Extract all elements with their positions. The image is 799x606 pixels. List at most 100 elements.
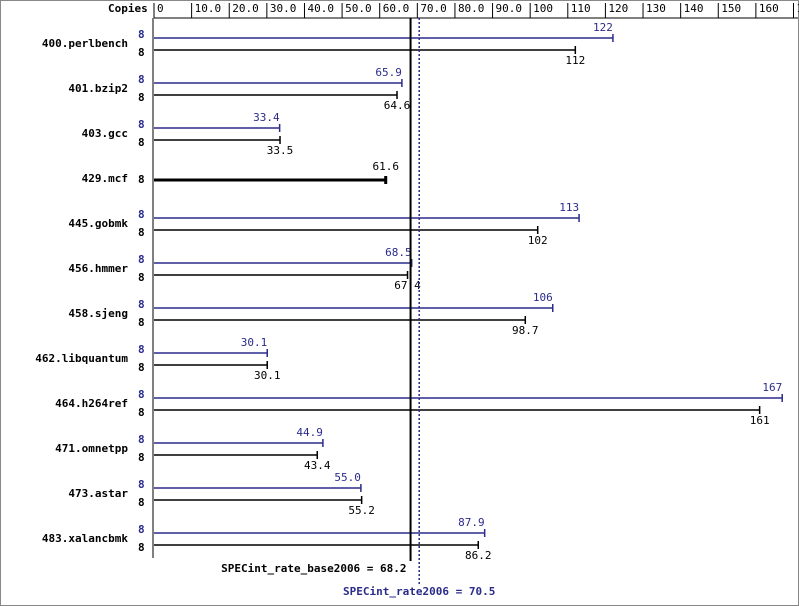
value-label: 112 — [565, 54, 585, 67]
bar — [154, 34, 614, 42]
copies: 8 — [138, 388, 145, 401]
bar — [154, 46, 577, 54]
category-label: 464.h264ref — [55, 397, 128, 410]
value-label: 98.7 — [512, 324, 539, 337]
category-label: 473.astar — [68, 487, 128, 500]
value-label: 67.4 — [394, 279, 421, 292]
x-tick-label: 40.0 — [307, 2, 334, 15]
x-tick-label: 140 — [684, 2, 704, 15]
x-tick-label: 50.0 — [345, 2, 372, 15]
copies: 8 — [138, 271, 145, 284]
copies: 8 — [138, 433, 145, 446]
bar — [154, 124, 281, 132]
value-label: 30.1 — [254, 369, 281, 382]
bar — [154, 406, 761, 414]
value-label: 33.5 — [267, 144, 294, 157]
bar — [154, 496, 363, 504]
value-label: 55.0 — [334, 471, 361, 484]
copies: 8 — [138, 226, 145, 239]
value-label: 167 — [762, 381, 782, 394]
copies: 8 — [138, 478, 145, 491]
x-tick-label: 110 — [571, 2, 591, 15]
x-tick-label: 30.0 — [270, 2, 297, 15]
category-label: 429.mcf — [82, 172, 128, 185]
bar — [154, 271, 409, 279]
copies: 8 — [138, 136, 145, 149]
value-label: 86.2 — [465, 549, 492, 562]
copies: 8 — [138, 541, 145, 554]
copies: 8 — [138, 406, 145, 419]
x-tick-label: 120 — [608, 2, 628, 15]
value-label: 44.9 — [296, 426, 323, 439]
x-tick-label: 60.0 — [383, 2, 410, 15]
bar — [154, 226, 539, 234]
bar — [154, 529, 486, 537]
x-tick-label: 70.0 — [420, 2, 447, 15]
value-label: 33.4 — [253, 111, 280, 124]
category-label: 483.xalancbmk — [42, 532, 128, 545]
copies: 8 — [138, 118, 145, 131]
category-label: 458.sjeng — [68, 307, 128, 320]
value-label: 61.6 — [372, 160, 399, 173]
copies: 8 — [138, 73, 145, 86]
category-label: 456.hmmer — [68, 262, 128, 275]
copies: 8 — [138, 28, 145, 41]
bar — [154, 176, 388, 184]
bar — [154, 349, 268, 357]
category-label: 403.gcc — [82, 127, 128, 140]
value-label: 68.5 — [385, 246, 412, 259]
value-label: 161 — [750, 414, 770, 427]
value-label: 64.6 — [384, 99, 411, 112]
bar — [154, 304, 554, 312]
value-label: 55.2 — [348, 504, 375, 517]
x-tick-label: 0 — [157, 2, 164, 15]
reference-label: SPECint_rate2006 = 70.5 — [343, 585, 495, 598]
category-label: 401.bzip2 — [68, 82, 128, 95]
copies: 8 — [138, 343, 145, 356]
copies: 8 — [138, 253, 145, 266]
value-label: 87.9 — [458, 516, 485, 529]
category-label: 445.gobmk — [68, 217, 128, 230]
bar — [154, 79, 403, 87]
value-label: 113 — [559, 201, 579, 214]
copies: 8 — [138, 208, 145, 221]
x-tick-label: 80.0 — [458, 2, 485, 15]
reference-label: SPECint_rate_base2006 = 68.2 — [221, 562, 406, 575]
x-tick-label: 10.0 — [195, 2, 222, 15]
value-label: 30.1 — [241, 336, 268, 349]
bar — [154, 91, 398, 99]
value-label: 43.4 — [304, 459, 331, 472]
category-label: 471.omnetpp — [55, 442, 128, 455]
x-tick-label: 150 — [721, 2, 741, 15]
x-tick-label: 160 — [759, 2, 779, 15]
x-tick-label: 100 — [533, 2, 553, 15]
bar — [154, 451, 319, 459]
x-tick-label: 170 — [797, 2, 799, 15]
copies: 8 — [138, 91, 145, 104]
value-label: 122 — [593, 21, 613, 34]
copies-header: Copies — [108, 2, 148, 15]
bar — [154, 136, 281, 144]
category-label: 400.perlbench — [42, 37, 128, 50]
copies: 8 — [138, 451, 145, 464]
bar — [154, 439, 324, 447]
value-label: 106 — [533, 291, 553, 304]
bar — [154, 484, 362, 492]
copies: 8 — [138, 298, 145, 311]
bar — [154, 361, 268, 369]
bar — [154, 214, 580, 222]
copies: 8 — [138, 173, 145, 186]
x-tick-label: 20.0 — [232, 2, 259, 15]
copies: 8 — [138, 361, 145, 374]
value-label: 65.9 — [375, 66, 402, 79]
bar — [154, 394, 783, 402]
x-tick-label: 130 — [646, 2, 666, 15]
copies: 8 — [138, 496, 145, 509]
copies: 8 — [138, 46, 145, 59]
bar — [154, 316, 527, 324]
x-tick-label: 90.0 — [496, 2, 523, 15]
value-label: 102 — [528, 234, 548, 247]
copies: 8 — [138, 316, 145, 329]
copies: 8 — [138, 523, 145, 536]
